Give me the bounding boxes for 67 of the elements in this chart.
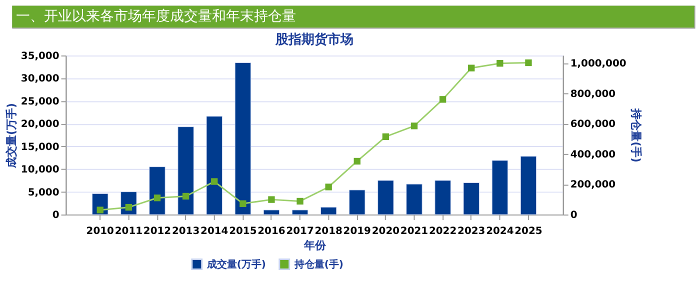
bar [349,190,366,215]
point [468,64,475,72]
x-tick-label: 2020 [372,226,400,237]
legend-label: 成交量(万手) [206,258,266,270]
legend-label: 持仓量(手) [293,258,344,270]
point [325,184,332,190]
bar [406,184,422,215]
x-tick-label: 2016 [258,226,286,237]
bar [378,180,394,215]
x-tick-label: 2013 [172,226,200,237]
bar [320,207,337,215]
y-tick-label: 0 [52,210,60,222]
y2-axis-title: 持仓量(手) [629,108,642,163]
bar [178,126,194,215]
point [354,158,360,165]
y2-tick-label: 400,000 [570,149,616,160]
bar [206,116,222,215]
y-tick-label: 15,000 [20,142,60,153]
point [211,178,218,185]
x-tick-label: 2025 [514,226,542,237]
y-tick-label: 20,000 [20,119,60,130]
x-tick-label: 2017 [286,226,314,237]
point [410,122,418,130]
bar [234,62,252,215]
x-tick-label: 2011 [114,226,143,237]
y-tick-label: 10,000 [20,164,60,176]
x-tick-label: 2019 [343,226,372,237]
point [525,59,532,66]
x-tick-label: 2010 [86,226,114,237]
point [296,198,304,205]
point [240,200,246,207]
y2-tick-label: 1,000,000 [570,58,626,70]
bar [292,210,308,215]
x-tick-label: 2021 [400,226,428,237]
bar [434,180,451,215]
y2-tick-label: 200,000 [570,180,616,191]
bar [463,182,480,215]
x-tick-label: 2022 [428,226,457,237]
bar [263,210,280,215]
y2-tick-label: 600,000 [570,119,616,130]
x-tick-label: 2024 [486,226,514,237]
point [439,96,446,103]
y2-tick-label: 800,000 [570,88,616,100]
y-tick-label: 25,000 [20,96,60,108]
y2-tick-label: 0 [570,210,578,222]
point [125,204,132,211]
x-tick-label: 2012 [143,226,172,237]
y-tick-label: 35,000 [20,50,60,62]
y-tick-label: 5,000 [28,187,60,198]
x-tick-label: 2018 [314,226,342,237]
bar [520,156,537,215]
x-tick-label: 2023 [458,226,486,237]
point [96,206,104,214]
y-axis-title: 成交量(万手) [4,103,18,170]
y-tick-label: 30,000 [20,74,60,85]
bar [492,160,508,215]
point [182,192,190,200]
x-axis-title: 年份 [302,238,327,252]
point [382,133,390,140]
point [154,194,161,202]
x-tick-label: 2015 [229,226,257,237]
point [496,60,504,67]
chart-subtitle: 股指期货市场 [274,32,354,48]
x-tick-label: 2014 [200,226,228,237]
chart-title: 一、开业以来各市场年度成交量和年末持仓量 [16,8,296,25]
bar [149,166,166,215]
point [268,196,275,203]
